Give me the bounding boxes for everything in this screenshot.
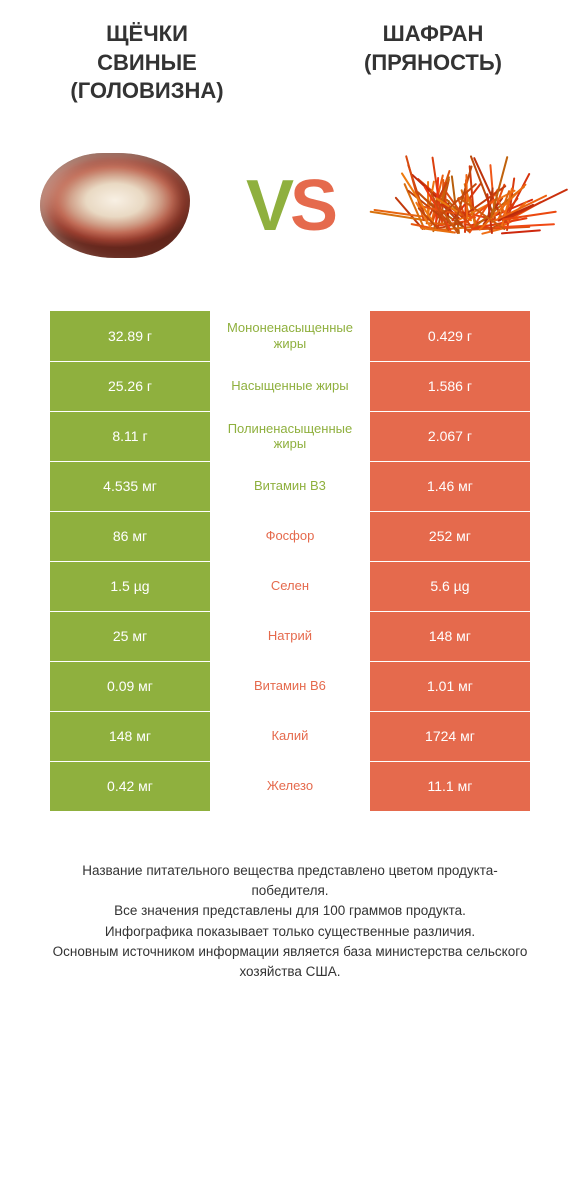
footer-l3: Инфографика показывает только существенн…: [50, 922, 530, 942]
vs-s: S: [290, 166, 334, 246]
footer-notes: Название питательного вещества представл…: [50, 861, 530, 983]
value-left: 32.89 г: [50, 311, 210, 361]
table-row: 4.535 мгВитамин B31.46 мг: [50, 461, 530, 511]
nutrient-label: Насыщенные жиры: [210, 362, 370, 411]
footer-l1: Название питательного вещества представл…: [50, 861, 530, 902]
header-left-l3: (ГОЛОВИЗНА): [70, 78, 223, 103]
value-left: 25 мг: [50, 612, 210, 661]
table-row: 32.89 гМононенасыщенные жиры0.429 г: [50, 311, 530, 361]
table-row: 8.11 гПолиненасыщенные жиры2.067 г: [50, 411, 530, 461]
value-right: 0.429 г: [370, 311, 530, 361]
value-right: 1.46 мг: [370, 462, 530, 511]
footer-l4: Основным источником информации является …: [50, 942, 530, 983]
nutrient-label: Мононенасыщенные жиры: [210, 311, 370, 361]
value-right: 252 мг: [370, 512, 530, 561]
nutrient-label: Полиненасыщенные жиры: [210, 412, 370, 461]
table-row: 1.5 µgСелен5.6 µg: [50, 561, 530, 611]
vs-label: VS: [246, 165, 334, 247]
nutrient-label: Фосфор: [210, 512, 370, 561]
header-left-l2: СВИНЫЕ: [97, 50, 197, 75]
image-row: VS: [0, 116, 580, 311]
value-right: 11.1 мг: [370, 762, 530, 811]
value-right: 148 мг: [370, 612, 530, 661]
table-row: 25 мгНатрий148 мг: [50, 611, 530, 661]
value-right: 1.586 г: [370, 362, 530, 411]
header-right: ШАФРАН (ПРЯНОСТЬ): [316, 20, 550, 106]
comparison-table: 32.89 гМононенасыщенные жиры0.429 г25.26…: [50, 311, 530, 811]
header-left: ЩЁЧКИ СВИНЫЕ (ГОЛОВИЗНА): [30, 20, 264, 106]
value-left: 8.11 г: [50, 412, 210, 461]
nutrient-label: Витамин B3: [210, 462, 370, 511]
nutrient-label: Витамин B6: [210, 662, 370, 711]
value-right: 1724 мг: [370, 712, 530, 761]
value-left: 4.535 мг: [50, 462, 210, 511]
image-left-cell: [30, 141, 200, 271]
value-left: 0.42 мг: [50, 762, 210, 811]
vs-v: V: [246, 166, 290, 246]
nutrient-label: Натрий: [210, 612, 370, 661]
table-row: 148 мгКалий1724 мг: [50, 711, 530, 761]
table-row: 86 мгФосфор252 мг: [50, 511, 530, 561]
value-left: 1.5 µg: [50, 562, 210, 611]
value-right: 5.6 µg: [370, 562, 530, 611]
saffron-illustration: [385, 156, 545, 256]
value-right: 1.01 мг: [370, 662, 530, 711]
value-left: 148 мг: [50, 712, 210, 761]
value-left: 25.26 г: [50, 362, 210, 411]
table-row: 0.09 мгВитамин B61.01 мг: [50, 661, 530, 711]
nutrient-label: Селен: [210, 562, 370, 611]
pork-jowl-illustration: [40, 153, 190, 258]
value-left: 0.09 мг: [50, 662, 210, 711]
value-right: 2.067 г: [370, 412, 530, 461]
nutrient-label: Железо: [210, 762, 370, 811]
header-row: ЩЁЧКИ СВИНЫЕ (ГОЛОВИЗНА) ШАФРАН (ПРЯНОСТ…: [0, 0, 580, 116]
header-right-l2: (ПРЯНОСТЬ): [364, 50, 502, 75]
header-right-l1: ШАФРАН: [383, 21, 484, 46]
footer-l2: Все значения представлены для 100 граммо…: [50, 901, 530, 921]
header-left-l1: ЩЁЧКИ: [106, 21, 188, 46]
nutrient-label: Калий: [210, 712, 370, 761]
table-row: 25.26 гНасыщенные жиры1.586 г: [50, 361, 530, 411]
table-row: 0.42 мгЖелезо11.1 мг: [50, 761, 530, 811]
image-right-cell: [380, 141, 550, 271]
value-left: 86 мг: [50, 512, 210, 561]
